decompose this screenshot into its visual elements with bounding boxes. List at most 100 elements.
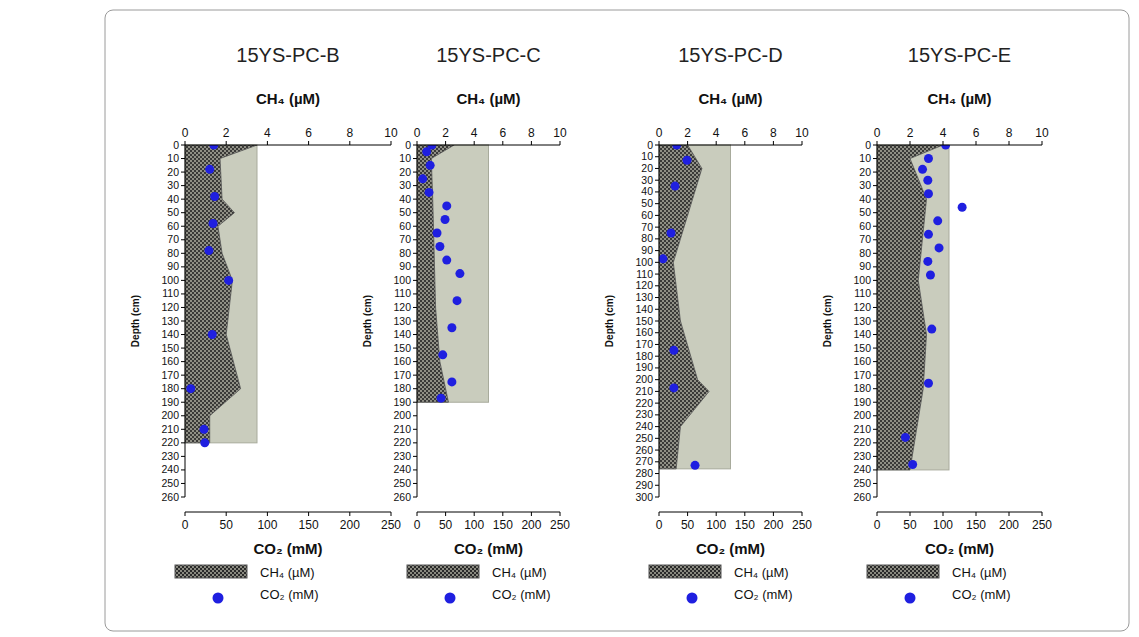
- co2-point: [923, 257, 932, 266]
- y-tick: [655, 367, 659, 368]
- x-tick: [744, 141, 745, 145]
- ch4-area: [877, 145, 943, 470]
- y-axis-label: Depth (cm): [604, 295, 615, 347]
- x2-axis: [417, 512, 560, 513]
- y-tick: [181, 375, 185, 376]
- x-axis-label: CH₄ (µM): [456, 90, 520, 107]
- x2-tick: [659, 512, 660, 516]
- y-tick: [873, 375, 877, 376]
- x2-tick-label: 50: [439, 518, 453, 532]
- co2-point: [455, 269, 464, 278]
- x2-tick-label: 100: [933, 518, 953, 532]
- legend-label: CO₂ (mM): [734, 587, 792, 602]
- y-tick: [873, 429, 877, 430]
- x2-axis: [185, 512, 391, 513]
- y-tick: [655, 285, 659, 286]
- y-tick-label: 140: [635, 303, 653, 315]
- y-tick: [655, 497, 659, 498]
- co2-point: [691, 461, 700, 470]
- co2-point: [924, 230, 933, 239]
- x-tick-label: 10: [553, 126, 567, 140]
- y-tick: [655, 180, 659, 181]
- co2-point: [683, 156, 692, 165]
- y-tick-label: 130: [635, 291, 653, 303]
- y-tick-label: 110: [394, 287, 411, 299]
- x-tick: [226, 141, 227, 145]
- y-tick-label: 90: [859, 260, 871, 272]
- co2-point: [209, 219, 218, 228]
- y-tick-label: 210: [635, 385, 653, 397]
- y-tick-label: 50: [399, 206, 411, 218]
- y-tick-label: 240: [161, 463, 179, 475]
- legend-label: CH₄ (µM): [260, 565, 315, 580]
- y-tick-label: 190: [853, 396, 871, 408]
- y-tick-label: 170: [853, 369, 871, 381]
- y-tick-label: 130: [161, 315, 179, 327]
- legend-swatch: [649, 565, 721, 578]
- y-tick-label: 150: [393, 342, 411, 354]
- y-tick: [655, 262, 659, 263]
- y-tick-label: 30: [399, 179, 411, 191]
- y-tick: [181, 483, 185, 484]
- y-tick-label: 10: [399, 152, 411, 164]
- x-tick-label: 2: [684, 126, 691, 140]
- y-tick-label: 160: [635, 326, 653, 338]
- y-tick: [873, 497, 877, 498]
- co2-point: [224, 276, 233, 285]
- y-tick-label: 80: [399, 247, 411, 259]
- legend-marker: [213, 593, 224, 604]
- co2-point: [918, 165, 927, 174]
- y-tick: [413, 307, 417, 308]
- co2-point: [671, 182, 680, 191]
- co2-point: [422, 147, 431, 156]
- core-photo: [185, 145, 257, 443]
- y-tick: [873, 226, 877, 227]
- y-tick: [873, 469, 877, 470]
- co2-point: [669, 346, 678, 355]
- x-tick-label: 0: [874, 126, 881, 140]
- y-axis-label: Depth (cm): [130, 295, 141, 347]
- x2-tick-label: 200: [763, 518, 783, 532]
- x2-tick-label: 100: [257, 518, 277, 532]
- y-tick: [655, 168, 659, 169]
- y-tick-label: 80: [859, 247, 871, 259]
- y-tick-label: 240: [635, 420, 653, 432]
- y-tick-label: 70: [167, 233, 179, 245]
- y-tick-label: 210: [853, 423, 871, 435]
- y-tick-label: 60: [399, 220, 411, 232]
- y-tick-label: 0: [865, 139, 871, 151]
- y-tick: [873, 415, 877, 416]
- y-tick: [181, 348, 185, 349]
- y-tick-label: 280: [635, 467, 653, 479]
- x-axis: [417, 145, 560, 146]
- y-tick-label: 30: [859, 179, 871, 191]
- y-tick: [413, 321, 417, 322]
- x2-axis-label: CO₂ (mM): [925, 540, 994, 557]
- x-tick: [716, 141, 717, 145]
- co2-point: [924, 189, 933, 198]
- y-tick: [655, 321, 659, 322]
- frame: [105, 10, 1129, 631]
- y-tick-label: 60: [859, 220, 871, 232]
- y-tick-label: 260: [635, 444, 653, 456]
- plot-area: [417, 145, 464, 403]
- x2-tick-label: 250: [1032, 518, 1052, 532]
- y-tick: [181, 172, 185, 173]
- co2-point: [199, 425, 208, 434]
- x-tick: [391, 141, 392, 145]
- legend-swatch: [175, 565, 247, 578]
- x2-tick-label: 50: [903, 518, 917, 532]
- x-tick-label: 6: [741, 126, 748, 140]
- y-tick-label: 250: [635, 432, 653, 444]
- y-tick-label: 250: [161, 477, 179, 489]
- y-tick-label: 120: [853, 301, 871, 313]
- x-tick: [474, 141, 475, 145]
- co2-point: [926, 270, 935, 279]
- y-tick: [873, 266, 877, 267]
- co2-point: [935, 243, 944, 252]
- y-tick: [181, 280, 185, 281]
- plot-area: [185, 145, 257, 447]
- y-tick: [413, 483, 417, 484]
- y-tick: [873, 158, 877, 159]
- x2-tick-label: 200: [340, 518, 360, 532]
